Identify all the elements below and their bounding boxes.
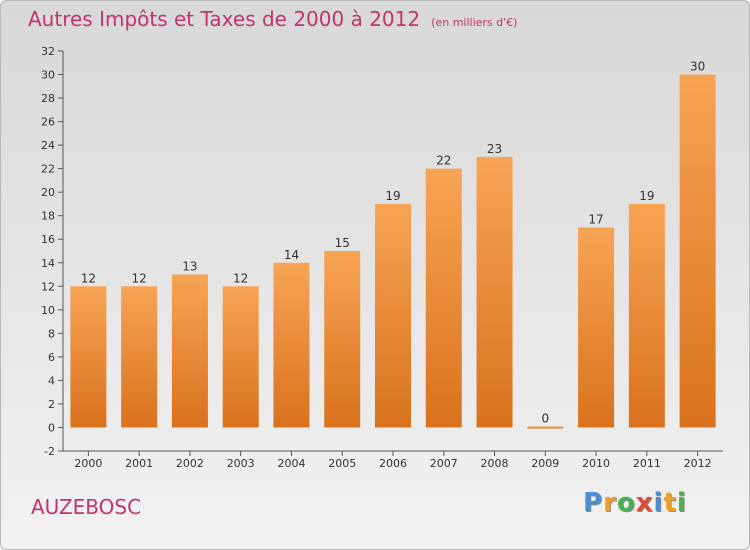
y-tick-label: 18 [41,210,55,223]
x-tick-label: 2006 [379,457,407,470]
y-tick-label: 14 [41,257,55,270]
x-tick-label: 2010 [582,457,610,470]
logo-letter: t [663,488,677,518]
x-tick-label: 2009 [531,457,559,470]
data-label: 0 [541,411,549,425]
bar [324,251,361,428]
x-tick-label: 2003 [227,457,255,470]
data-label: 22 [436,154,451,168]
y-tick-label: 10 [41,304,55,317]
y-tick-label: 6 [48,351,55,364]
data-label: 17 [588,212,603,226]
y-tick-label: 32 [41,45,55,58]
x-tick-label: 2000 [74,457,102,470]
data-label: 12 [233,271,248,285]
bar [171,274,208,428]
bar [222,286,259,428]
x-tick-label: 2012 [684,457,712,470]
logo-letter: r [603,488,617,518]
y-tick-label: 8 [48,327,55,340]
x-tick-label: 2002 [176,457,204,470]
x-tick-label: 2004 [277,457,305,470]
y-tick-label: -2 [44,445,55,458]
commune-name: AUZEBOSC [31,495,142,519]
chart-unit-text: (en milliers d'€) [431,16,518,29]
chart-title: Autres Impôts et Taxes de 2000 à 2012 (e… [28,7,517,31]
chart-title-text: Autres Impôts et Taxes de 2000 à 2012 [28,7,421,31]
y-tick-label: 20 [41,186,55,199]
logo-letter: i [653,488,664,518]
bar [679,74,716,428]
bar [628,203,665,428]
y-tick-label: 30 [41,69,55,82]
bar [578,227,615,428]
logo-letter: x [635,488,654,518]
y-tick-label: 26 [41,116,55,129]
x-tick-label: 2001 [125,457,153,470]
y-tick-label: 2 [48,398,55,411]
data-label: 12 [132,271,147,285]
bar [273,262,310,428]
bar [476,156,513,428]
y-tick-label: 12 [41,280,55,293]
y-tick-label: 16 [41,233,55,246]
data-label: 13 [182,260,197,274]
logo-letter: P [583,488,604,518]
bar [121,286,158,428]
data-label: 19 [385,189,400,203]
bar [375,203,411,428]
data-label: 12 [81,271,96,285]
data-label: 23 [487,142,502,156]
data-label: 30 [690,60,705,74]
y-tick-label: 28 [41,92,55,105]
data-label: 15 [335,236,350,250]
proxiti-logo: Proxiti [583,488,687,518]
x-tick-label: 2008 [481,457,509,470]
x-tick-label: 2005 [328,457,356,470]
y-tick-label: 0 [48,421,55,434]
x-tick-label: 2007 [430,457,458,470]
logo-letter: i [676,488,687,518]
bar [70,286,107,428]
data-label: 19 [639,189,654,203]
bar [527,426,564,429]
logo-letter: o [616,488,636,518]
y-tick-label: 22 [41,163,55,176]
y-tick-label: 24 [41,139,55,152]
bar [425,168,462,428]
data-label: 14 [284,248,299,262]
x-tick-label: 2011 [633,457,661,470]
y-tick-label: 4 [48,374,55,387]
